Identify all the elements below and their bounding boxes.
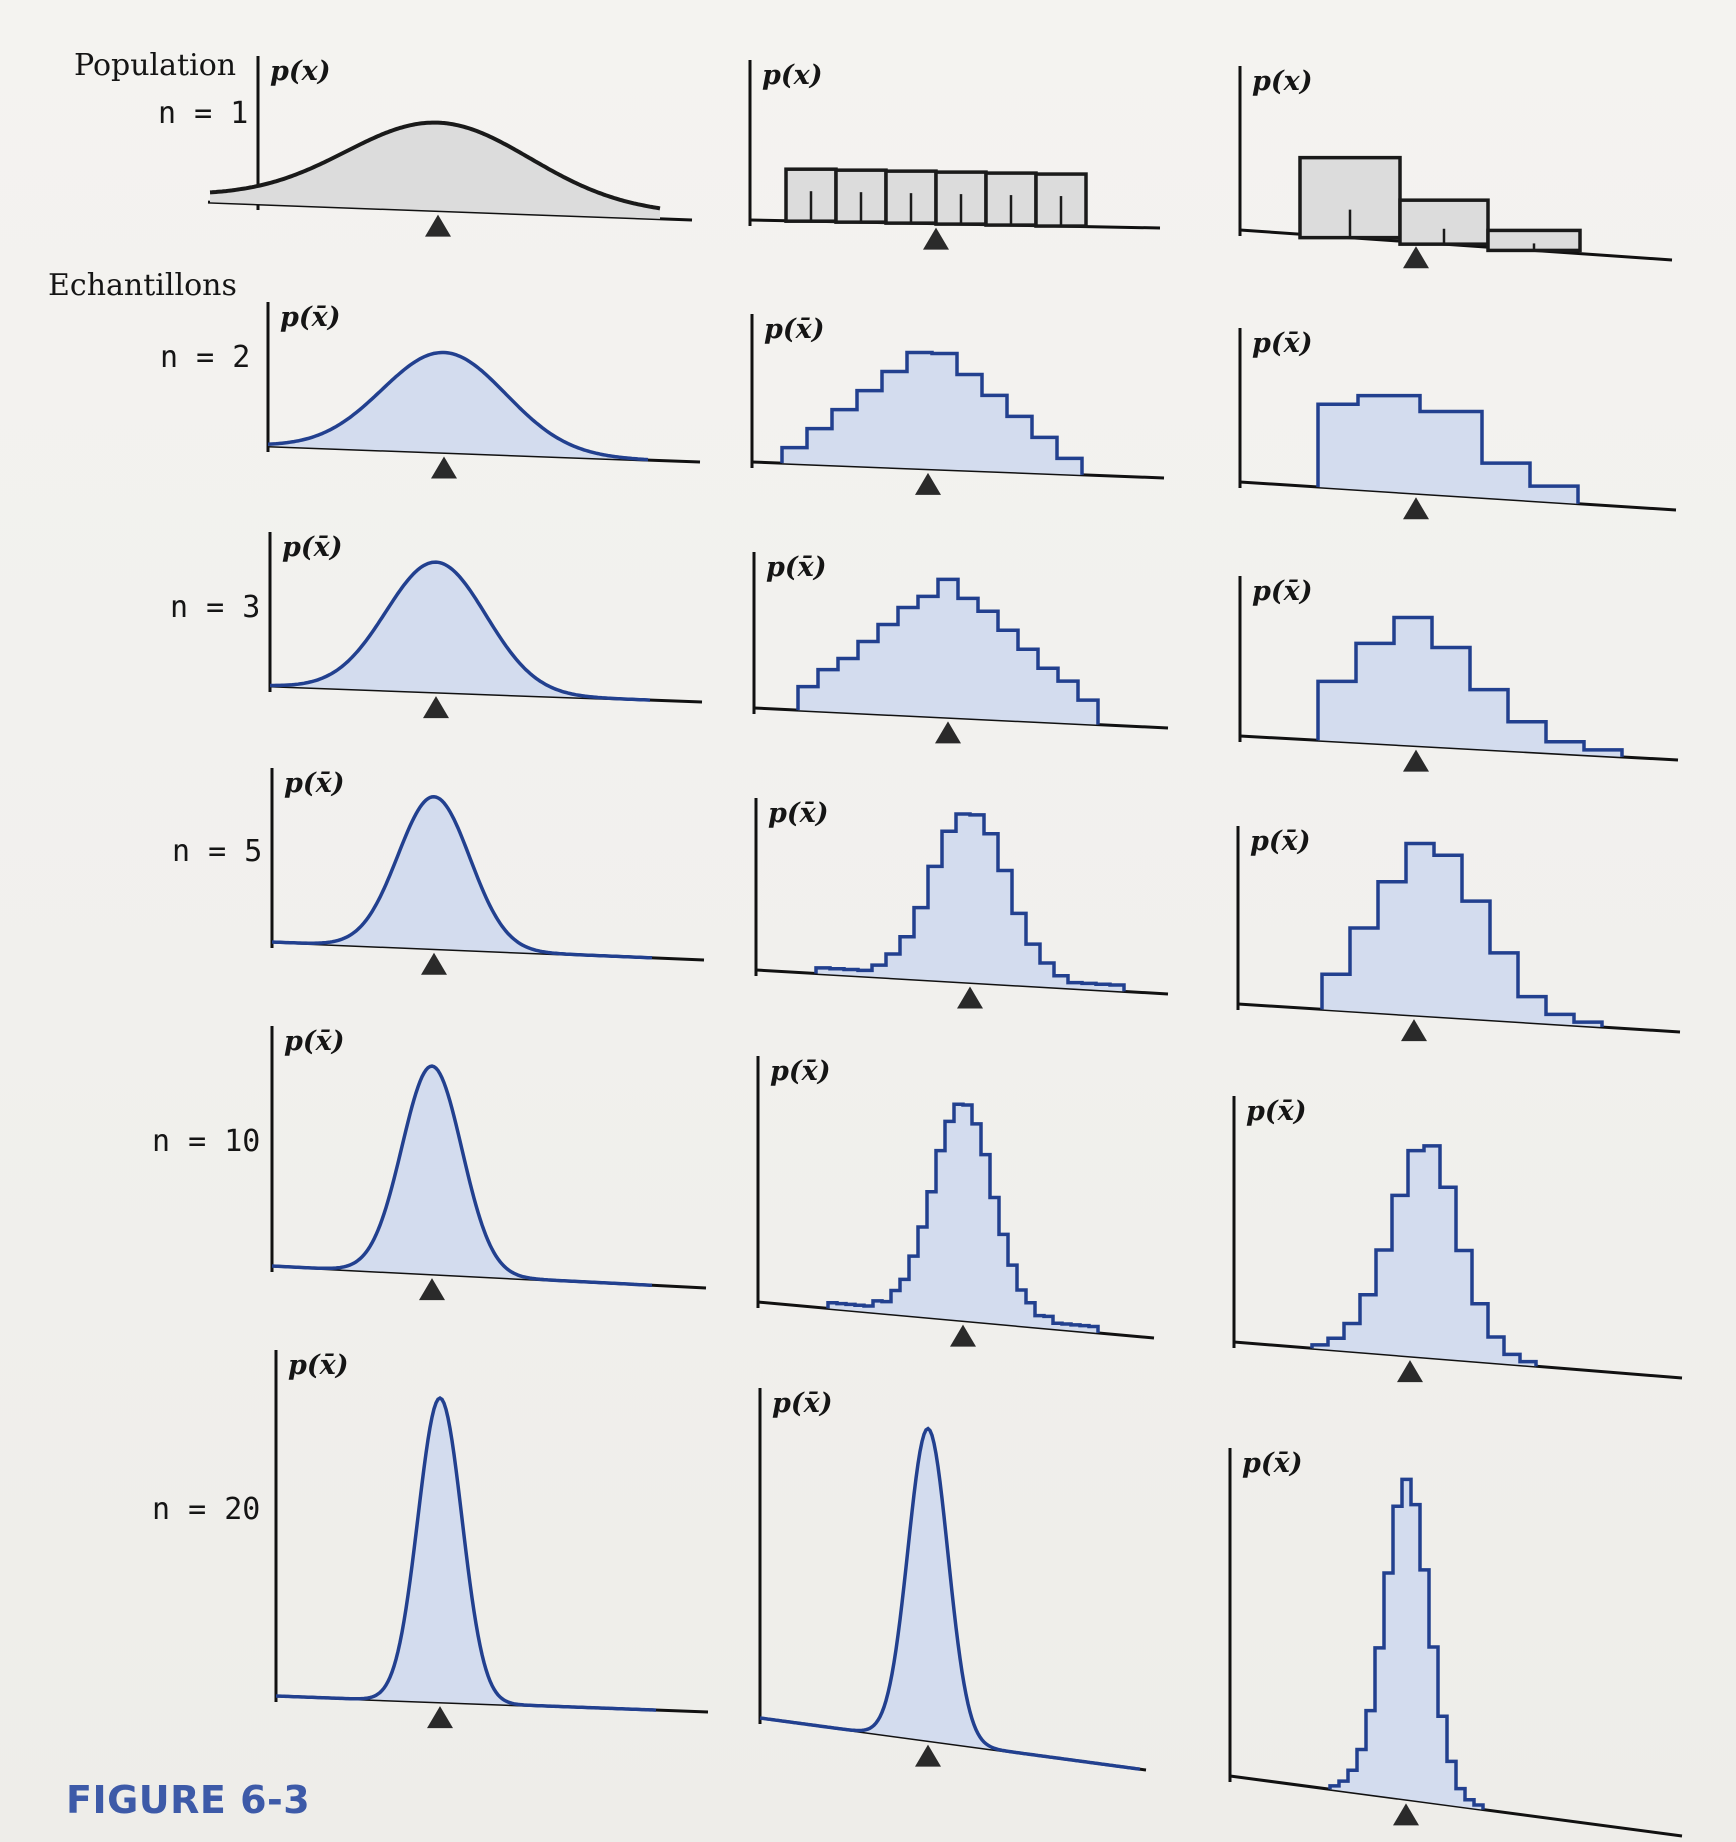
histogram-fill [1312,1145,1536,1367]
density-fill [270,562,650,701]
y-axis-title: p(x̄) [772,1388,833,1419]
mean-marker-icon [1403,497,1429,520]
row-label-n20: n = 20 [152,1492,261,1527]
histogram-fill [828,1104,1098,1333]
histogram-outline [780,350,1084,475]
histogram-outline [1310,1144,1538,1367]
histogram-outline [1316,393,1580,504]
figure-caption: FIGURE 6-3 [66,1778,311,1822]
distribution-panel: p(x̄) [1236,826,1681,1042]
y-axis-title: p(x̄) [284,1026,345,1057]
mean-marker-icon [427,1706,453,1729]
distribution-panel: p(x) [207,56,693,237]
y-axis-title: p(x̄) [288,1350,349,1381]
density-curve [209,120,661,211]
histogram-outline [796,577,1100,725]
mean-marker-icon [923,227,949,250]
mean-marker-icon [1401,1019,1427,1042]
density-curve [267,350,649,462]
y-axis-title: p(x̄) [764,314,825,345]
row-label-n1: n = 1 [158,96,249,131]
mean-marker-icon [915,1744,941,1767]
row-label-n5: n = 5 [172,834,263,869]
population-label: Population [74,48,237,83]
y-axis-title: p(x) [270,56,331,87]
histogram-fill [1330,1479,1483,1810]
y-axis-title: p(x̄) [1252,328,1313,359]
density-curve [271,795,653,960]
distribution-panel: p(x̄) [268,532,703,719]
y-axis-title: p(x) [1252,66,1313,97]
distribution-panel: p(x) [1238,66,1673,269]
density-fill [272,796,652,958]
histogram-outline [826,1102,1100,1333]
density-fill [760,1428,1140,1770]
distribution-panel: p(x̄) [270,1026,707,1301]
distribution-panel: p(x̄) [750,314,1165,495]
histogram-outline [1320,841,1604,1028]
y-axis-title: p(x̄) [770,1056,831,1087]
y-axis-title: p(x̄) [766,552,827,583]
mean-marker-icon [1393,1803,1419,1826]
samples-label: Echantillons [48,268,237,303]
distribution-panel: p(x̄) [1232,1096,1683,1383]
density-curve [271,1064,653,1288]
distribution-panel: p(x̄) [756,1056,1155,1347]
mean-marker-icon [425,214,451,237]
density-curve [275,1396,657,1712]
distribution-panel: p(x̄) [754,798,1169,1009]
mean-marker-icon [935,721,961,744]
y-axis-title: p(x̄) [1246,1096,1307,1127]
mean-marker-icon [957,986,983,1009]
y-axis-title: p(x̄) [1242,1448,1303,1479]
x-axis-line [1233,1340,1683,1380]
histogram-fill [782,352,1082,475]
y-axis-title: p(x̄) [768,798,829,829]
histogram-fill [1322,843,1602,1028]
distribution-panel: p(x̄) [270,768,705,975]
mean-marker-icon [423,696,449,719]
distribution-panel: p(x̄) [274,1350,709,1729]
mean-marker-icon [1403,246,1429,269]
distribution-panel: p(x̄) [1228,1448,1683,1838]
histogram-fill [816,814,1124,992]
mean-marker-icon [915,472,941,495]
mean-marker-icon [1397,1360,1423,1383]
y-axis-title: p(x̄) [1252,576,1313,607]
row-label-n3: n = 3 [170,590,261,625]
mean-marker-icon [431,456,457,479]
mean-marker-icon [421,952,447,975]
x-axis-line [755,968,1169,996]
distribution-panel: p(x̄) [752,552,1169,744]
y-axis-title: p(x) [762,60,823,91]
density-fill [272,1066,652,1286]
histogram-fill [798,579,1098,725]
histogram-outline [1328,1477,1485,1810]
distribution-panel: p(x) [748,60,1161,250]
density-curve [270,560,651,702]
distribution-panel: p(x̄) [758,1388,1147,1772]
density-fill [268,352,648,461]
distribution-panel: p(x̄) [1238,576,1679,772]
histogram-outline [814,812,1126,992]
mean-marker-icon [950,1324,976,1347]
row-label-n10: n = 10 [152,1124,261,1159]
y-axis-title: p(x̄) [1250,826,1311,857]
mean-marker-icon [1403,749,1429,772]
histogram-fill [1318,395,1578,504]
distribution-panel: p(x̄) [1238,328,1677,520]
distribution-panel: p(x̄) [266,302,701,479]
x-axis-line [757,1300,1155,1340]
histogram-outline [1316,615,1624,757]
y-axis-title: p(x̄) [282,532,343,563]
row-label-n2: n = 2 [160,340,251,375]
y-axis-title: p(x̄) [280,302,341,333]
mean-marker-icon [419,1278,445,1301]
y-axis-title: p(x̄) [284,768,345,799]
density-curve [759,1426,1141,1771]
density-fill [210,122,660,219]
